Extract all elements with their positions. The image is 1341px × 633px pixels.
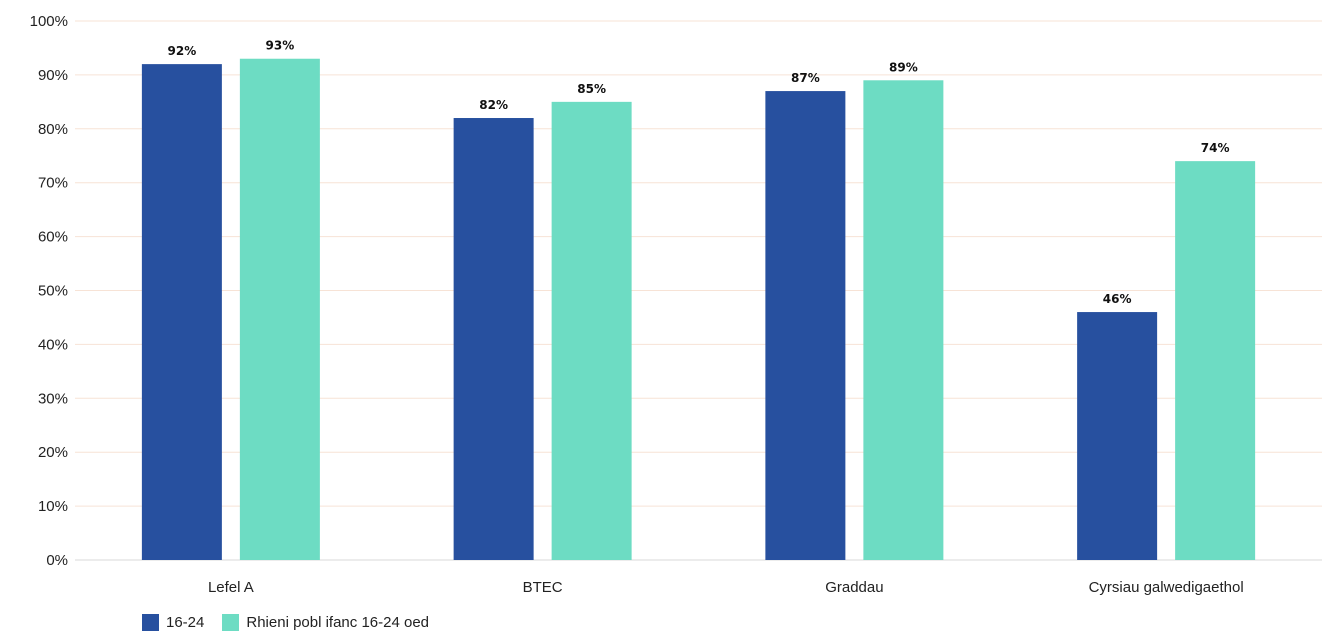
bar — [240, 59, 320, 560]
bar — [142, 64, 222, 560]
y-tick-label: 30% — [38, 390, 68, 407]
x-category-label: Lefel A — [208, 579, 254, 596]
y-tick-label: 20% — [38, 444, 68, 461]
data-label: 85% — [577, 82, 606, 96]
y-tick-label: 70% — [38, 175, 68, 192]
data-label: 89% — [889, 60, 918, 74]
data-label: 46% — [1103, 292, 1132, 306]
y-tick-label: 40% — [38, 336, 68, 353]
bar — [1175, 161, 1255, 560]
data-label: 87% — [791, 71, 820, 85]
x-category-label: Cyrsiau galwedigaethol — [1089, 579, 1244, 596]
legend-label-series-2: Rhieni pobl ifanc 16-24 oed — [246, 614, 429, 631]
data-label: 93% — [266, 39, 295, 53]
y-tick-label: 10% — [38, 498, 68, 515]
bar — [552, 102, 632, 560]
y-tick-label: 0% — [46, 552, 68, 569]
x-category-label: Graddau — [825, 579, 883, 596]
data-label: 74% — [1201, 141, 1230, 155]
legend-item-series-2: Rhieni pobl ifanc 16-24 oed — [222, 614, 429, 631]
y-tick-label: 90% — [38, 67, 68, 84]
bar — [1077, 312, 1157, 560]
y-tick-label: 80% — [38, 121, 68, 138]
bar — [863, 80, 943, 560]
bar — [454, 118, 534, 560]
y-tick-label: 60% — [38, 229, 68, 246]
y-tick-label: 50% — [38, 283, 68, 300]
legend-swatch-series-2 — [222, 614, 239, 631]
legend-item-series-1: 16-24 — [142, 614, 204, 631]
data-label: 92% — [168, 44, 197, 58]
legend: 16-24 Rhieni pobl ifanc 16-24 oed — [142, 614, 447, 631]
legend-swatch-series-1 — [142, 614, 159, 631]
x-category-label: BTEC — [523, 579, 563, 596]
bar — [765, 91, 845, 560]
y-tick-label: 100% — [30, 13, 68, 30]
legend-label-series-1: 16-24 — [166, 614, 204, 631]
data-label: 82% — [479, 98, 508, 112]
